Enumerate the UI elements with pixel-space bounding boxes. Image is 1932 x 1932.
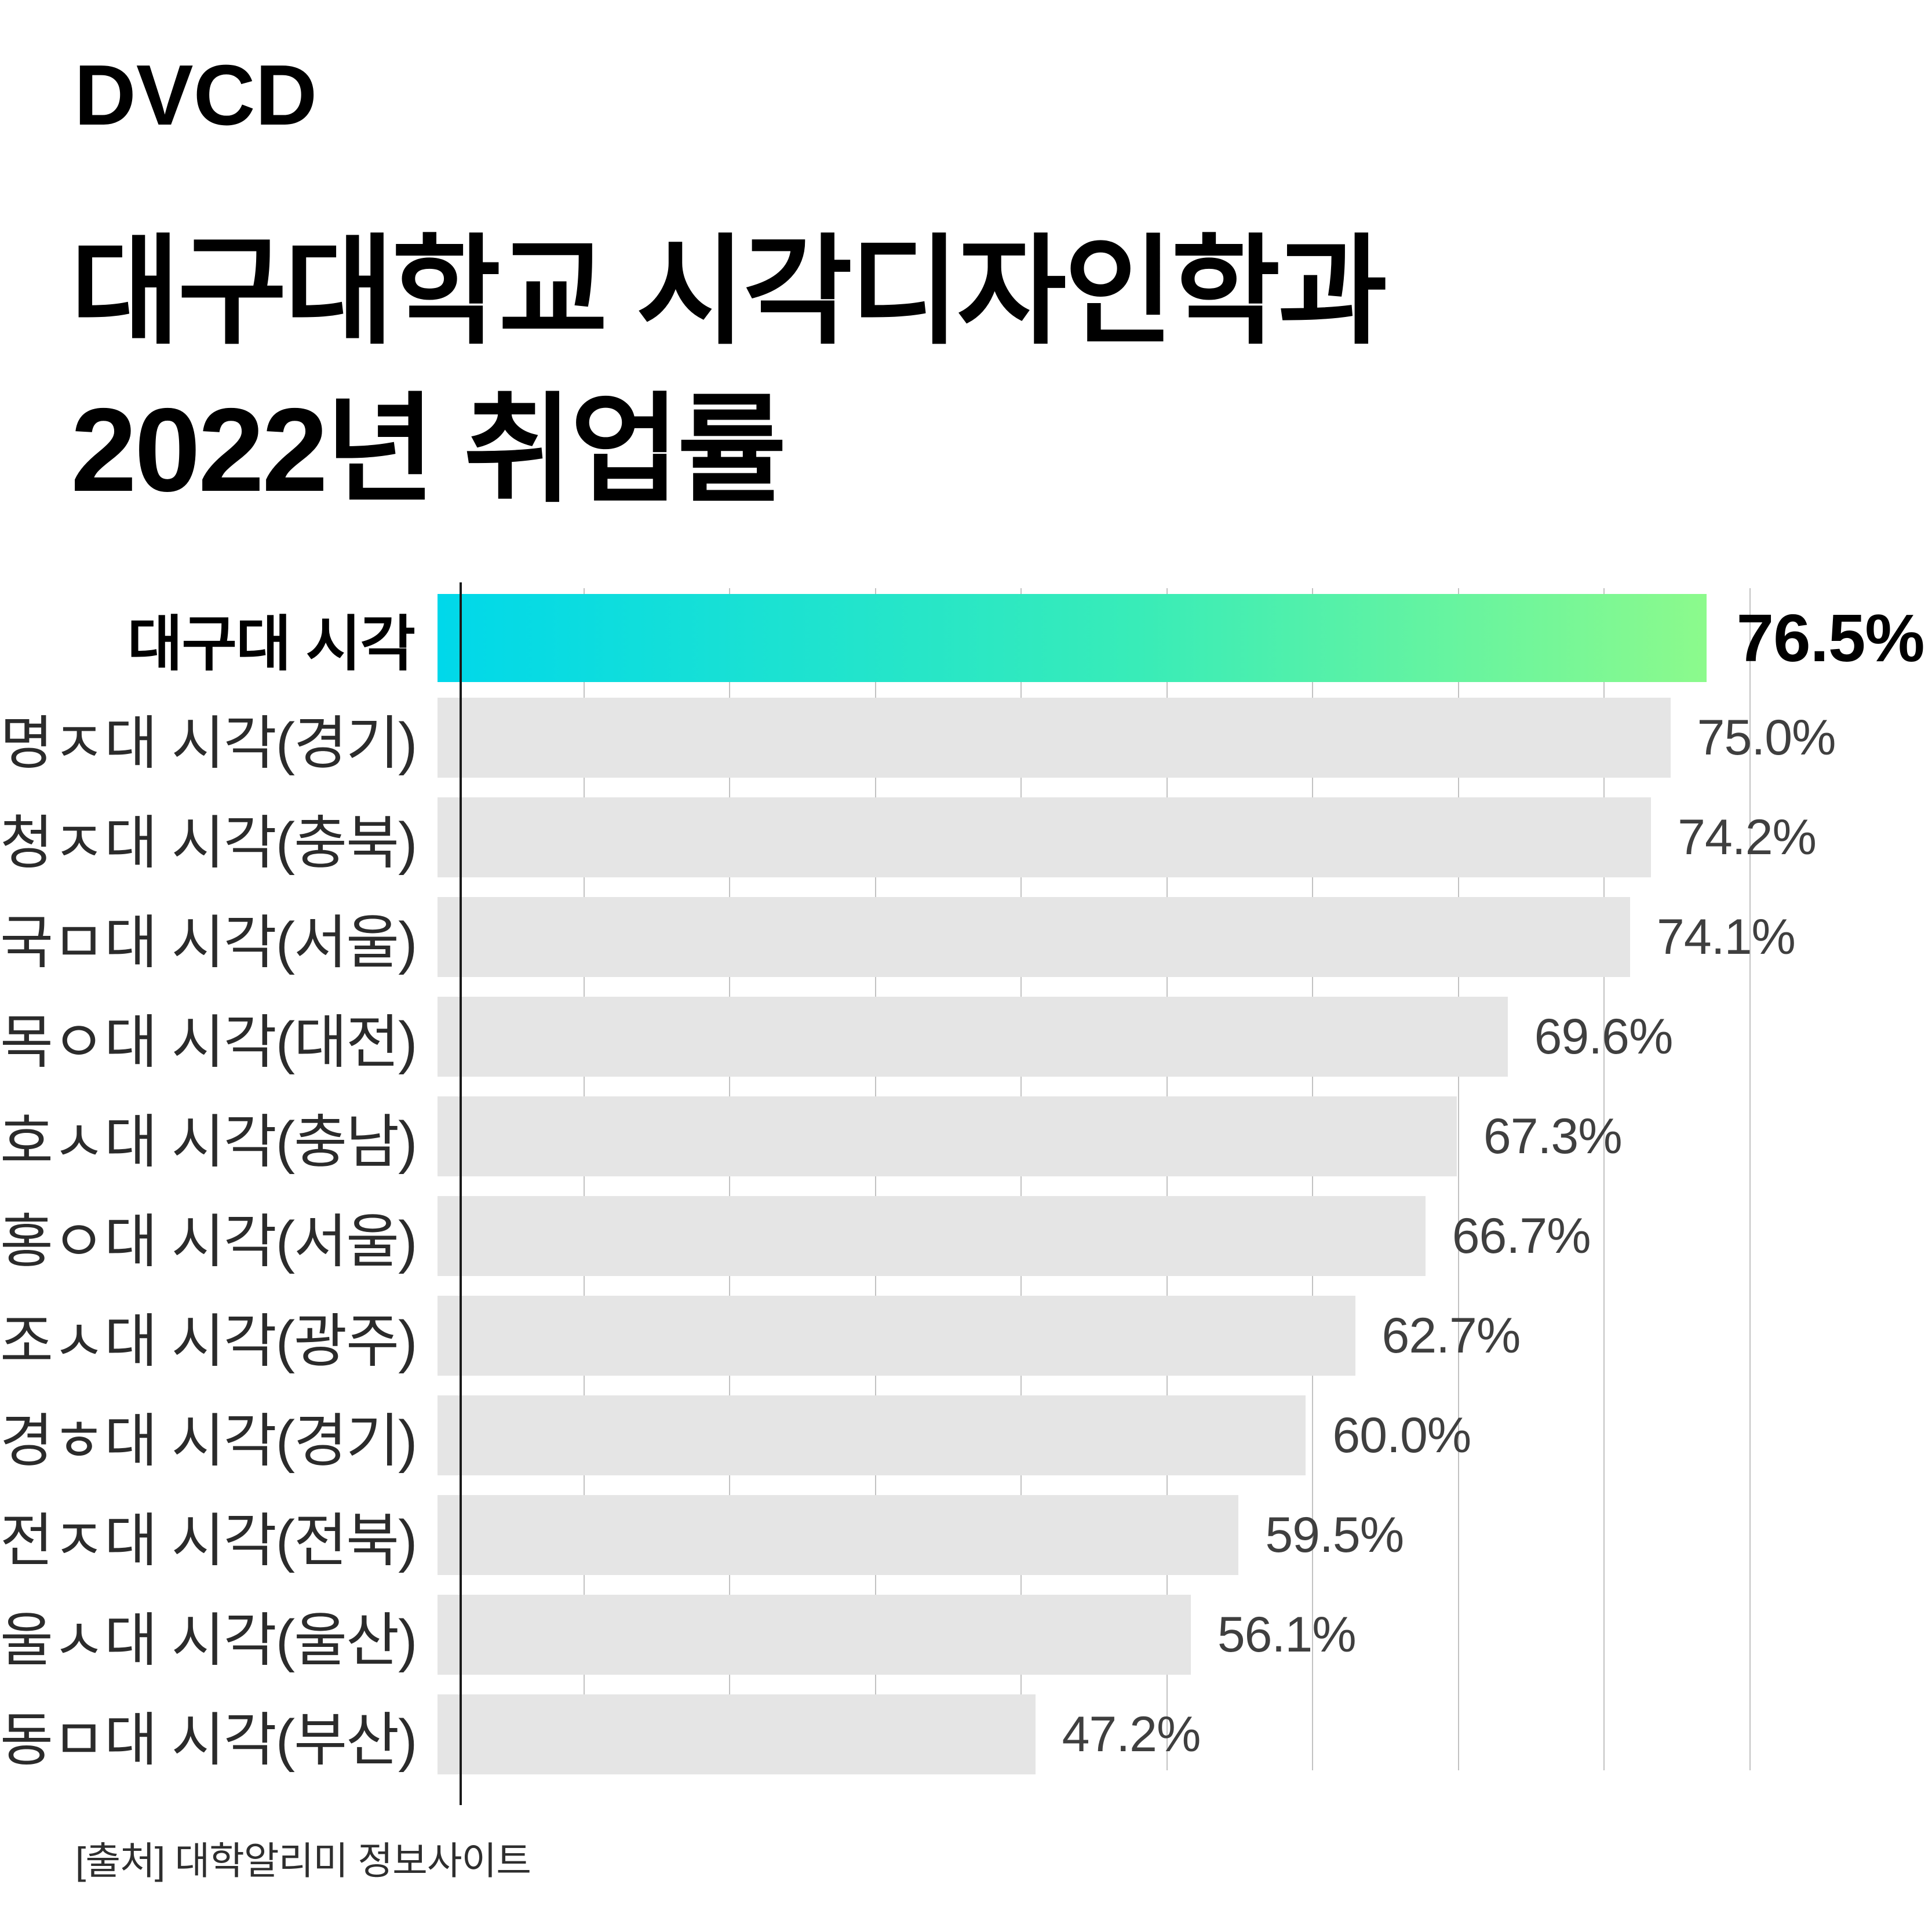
bar-area: 59.5% — [438, 1485, 1932, 1585]
bar — [438, 1595, 1191, 1675]
source-note: [출처] 대학알리미 정보사이트 — [75, 1839, 531, 1882]
value-label: 47.2% — [1062, 1706, 1201, 1762]
row-label: 명ㅈ대 시각(경기) — [0, 710, 417, 776]
bar-row: 호ㅅ대 시각(충남) 67.3% — [0, 1087, 1932, 1186]
bar-row: 동ㅁ대 시각(부산) 47.2% — [0, 1685, 1932, 1784]
gridline — [1749, 588, 1751, 1770]
bar-area: 74.1% — [438, 887, 1932, 987]
bar-row: 조ㅅ대 시각(광주) 62.7% — [0, 1286, 1932, 1386]
bar-row: 전ㅈ대 시각(전북) 59.5% — [0, 1485, 1932, 1585]
axis-line — [460, 582, 462, 1805]
bar — [438, 997, 1508, 1077]
gridline — [874, 588, 876, 1770]
bar — [438, 897, 1631, 977]
row-label: 전ㅈ대 시각(전북) — [0, 1508, 417, 1573]
chart-title-line2: 2022년 취업률 — [71, 383, 786, 516]
bar-area: 76.5% — [438, 588, 1932, 688]
bar-row: 청ㅈ대 시각(충북) 74.2% — [0, 788, 1932, 887]
value-label: 74.1% — [1657, 909, 1796, 965]
value-label: 76.5% — [1736, 600, 1925, 676]
row-label: 경ㅎ대 시각(경기) — [0, 1408, 417, 1474]
bar-area: 56.1% — [438, 1585, 1932, 1685]
row-label: 홍ㅇ대 시각(서울) — [0, 1209, 417, 1274]
gridline — [1603, 588, 1605, 1770]
bar — [438, 797, 1652, 877]
bar — [438, 1196, 1426, 1276]
value-label: 69.6% — [1534, 1008, 1674, 1065]
row-label: 대구대 시각 — [127, 610, 415, 678]
bar — [438, 1495, 1239, 1575]
value-label: 75.0% — [1697, 709, 1836, 765]
gridline — [1457, 588, 1459, 1770]
bar-row: 울ㅅ대 시각(울산) 56.1% — [0, 1585, 1932, 1685]
bar — [438, 1096, 1457, 1176]
bar-area: 66.7% — [438, 1186, 1932, 1286]
value-label: 62.7% — [1381, 1307, 1521, 1364]
row-label: 울ㅅ대 시각(울산) — [0, 1607, 417, 1673]
bar-rows: 대구대 시각 76.5% 명ㅈ대 시각(경기) 75.0% 청ㅈ대 시각(충북)… — [0, 588, 1932, 1784]
bar — [438, 1395, 1306, 1475]
value-label: 74.2% — [1678, 809, 1817, 865]
row-label: 목ㅇ대 시각(대전) — [0, 1009, 417, 1075]
gridlines-layer — [461, 588, 1854, 1770]
bar — [438, 698, 1671, 778]
gridline — [1312, 588, 1314, 1770]
bar — [438, 1694, 1036, 1774]
bar-row: 목ㅇ대 시각(대전) 69.6% — [0, 987, 1932, 1087]
bar-area: 75.0% — [438, 688, 1932, 788]
bar-area: 47.2% — [438, 1685, 1932, 1784]
bar — [438, 1296, 1355, 1376]
row-label: 호ㅅ대 시각(충남) — [0, 1109, 417, 1175]
gridline — [583, 588, 585, 1770]
value-label: 56.1% — [1217, 1606, 1357, 1663]
bar-row: 명ㅈ대 시각(경기) 75.0% — [0, 688, 1932, 788]
brand-logo: DVCD — [74, 48, 318, 143]
bar-row: 대구대 시각 76.5% — [0, 588, 1932, 688]
bar-area: 74.2% — [438, 788, 1932, 887]
row-label: 조ㅅ대 시각(광주) — [0, 1308, 417, 1374]
row-label: 동ㅁ대 시각(부산) — [0, 1707, 417, 1773]
bar-area: 60.0% — [438, 1386, 1932, 1485]
chart-title: 대구대학교 시각디자인학과 2022년 취업률 — [71, 213, 1387, 529]
value-label: 59.5% — [1265, 1507, 1404, 1563]
bar-row: 경ㅎ대 시각(경기) 60.0% — [0, 1386, 1932, 1485]
bar-row: 홍ㅇ대 시각(서울) 66.7% — [0, 1186, 1932, 1286]
bar-area: 67.3% — [438, 1087, 1932, 1186]
bar-row: 국ㅁ대 시각(서울) 74.1% — [0, 887, 1932, 987]
row-label: 청ㅈ대 시각(충북) — [0, 810, 417, 876]
gridline — [729, 588, 731, 1770]
chart-title-line1: 대구대학교 시각디자인학과 — [71, 225, 1387, 358]
bar-area: 69.6% — [438, 987, 1932, 1087]
value-label: 60.0% — [1332, 1407, 1471, 1463]
value-label: 67.3% — [1483, 1108, 1623, 1164]
bar-highlighted — [438, 594, 1707, 682]
gridline — [1166, 588, 1168, 1770]
row-label: 국ㅁ대 시각(서울) — [0, 910, 417, 975]
value-label: 66.7% — [1452, 1208, 1591, 1264]
gridline — [1020, 588, 1022, 1770]
bar-area: 62.7% — [438, 1286, 1932, 1386]
